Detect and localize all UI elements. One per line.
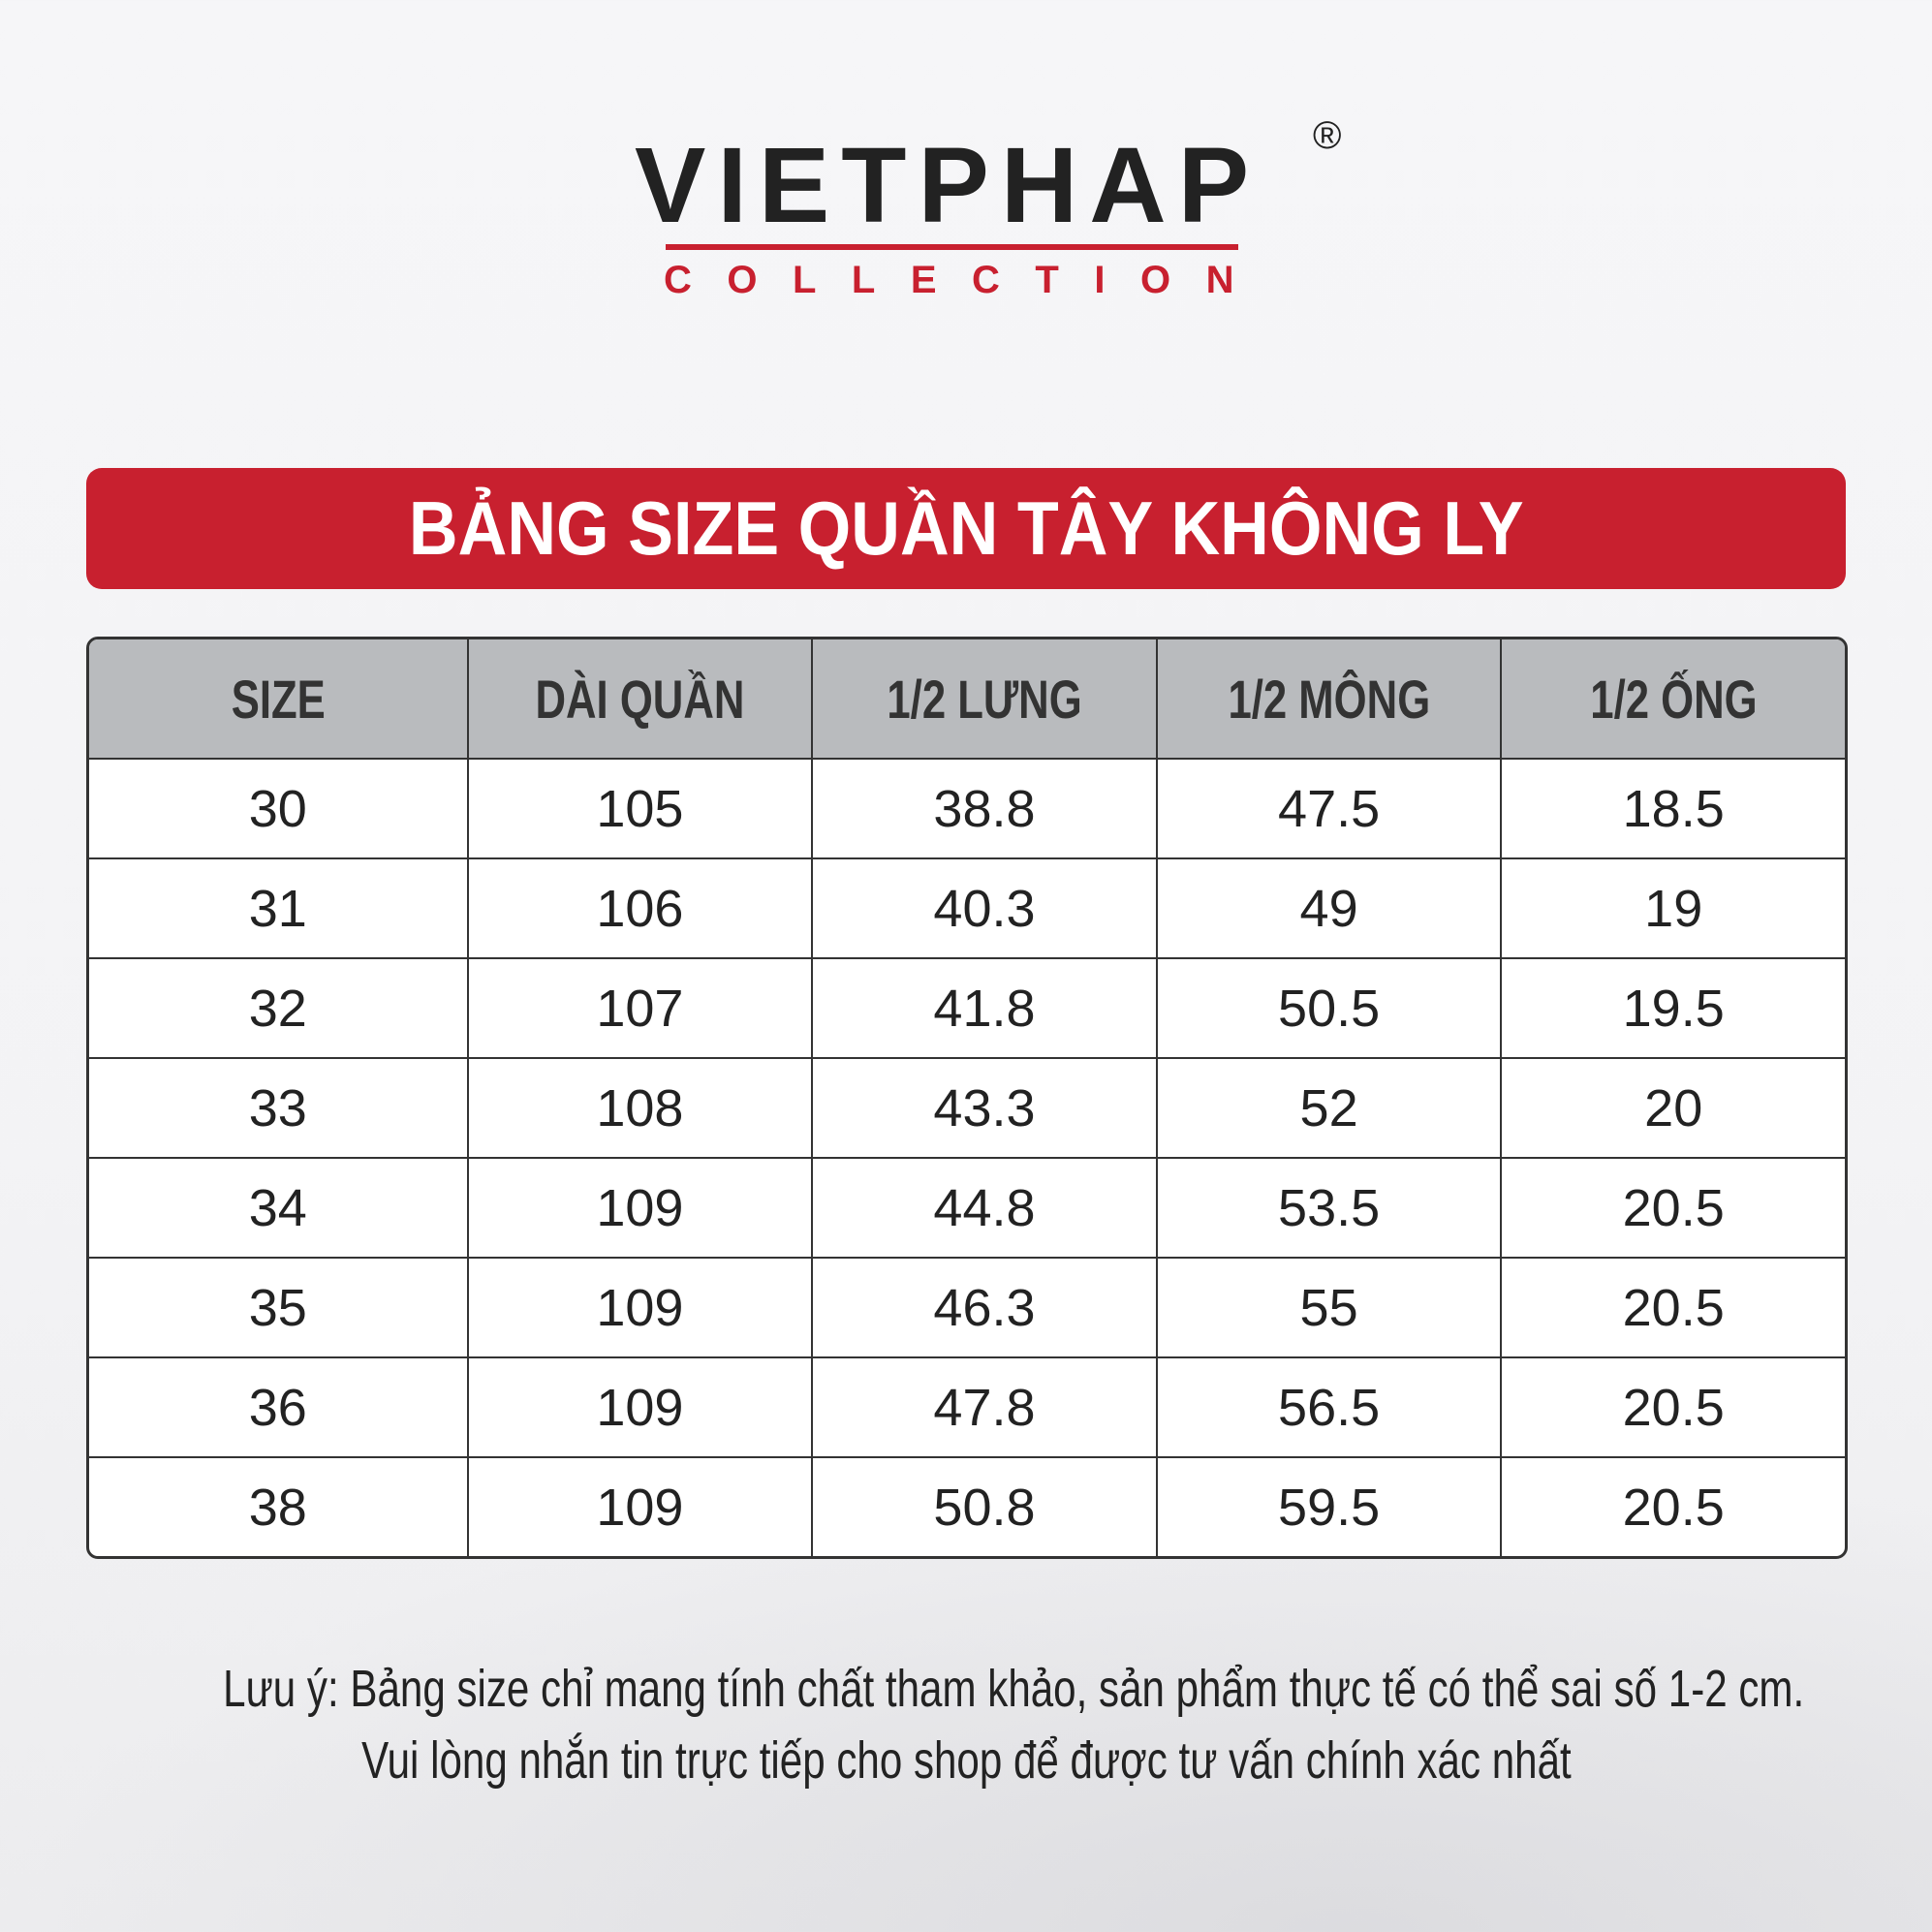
title-banner: BẢNG SIZE QUẦN TÂY KHÔNG LY (86, 468, 1846, 589)
table-row: 30 105 38.8 47.5 18.5 (89, 758, 1845, 857)
table-row: 36 109 47.8 56.5 20.5 (89, 1356, 1845, 1456)
table-row: 33 108 43.3 52 20 (89, 1057, 1845, 1157)
table-cell: 20.5 (1500, 1358, 1845, 1456)
table-cell: 109 (466, 1358, 812, 1456)
table-cell: 20.5 (1500, 1458, 1845, 1556)
table-cell: 106 (466, 859, 812, 957)
table-cell: 47.8 (811, 1358, 1156, 1456)
column-header: DÀI QUẦN (466, 639, 812, 758)
table-cell: 47.5 (1155, 760, 1501, 857)
logo-wordmark: VIETPHAP (635, 126, 1262, 245)
table-cell: 40.3 (811, 859, 1156, 957)
table-row: 35 109 46.3 55 20.5 (89, 1257, 1845, 1356)
table-cell: 32 (248, 979, 307, 1038)
table-cell: 56.5 (1155, 1358, 1501, 1456)
logo-subtitle: COLLECTION (664, 259, 1269, 301)
table-cell: 55 (1155, 1259, 1501, 1356)
table-cell: 108 (466, 1059, 812, 1157)
logo-divider (666, 244, 1238, 250)
table-cell: 105 (466, 760, 812, 857)
column-header: 1/2 LƯNG (811, 639, 1156, 758)
table-cell: 107 (466, 959, 812, 1057)
column-header: SIZE (231, 668, 326, 730)
page-title: BẢNG SIZE QUẦN TÂY KHÔNG LY (408, 485, 1524, 571)
table-cell: 19.5 (1500, 959, 1845, 1057)
table-cell: 35 (248, 1278, 307, 1337)
table-row: 34 109 44.8 53.5 20.5 (89, 1157, 1845, 1257)
table-row: 38 109 50.8 59.5 20.5 (89, 1456, 1845, 1556)
size-table: SIZE DÀI QUẦN 1/2 LƯNG 1/2 MÔNG 1/2 ỐNG 30 10… (86, 637, 1848, 1559)
table-cell: 49 (1155, 859, 1501, 957)
table-cell: 20.5 (1500, 1159, 1845, 1257)
table-cell: 18.5 (1500, 760, 1845, 857)
table-cell: 50.8 (811, 1458, 1156, 1556)
table-cell: 46.3 (811, 1259, 1156, 1356)
table-cell: 109 (466, 1159, 812, 1257)
note-line-1: Lưu ý: Bảng size chỉ mang tính chất tham… (223, 1660, 1805, 1718)
table-header-row: SIZE DÀI QUẦN 1/2 LƯNG 1/2 MÔNG 1/2 ỐNG (89, 639, 1845, 758)
table-cell: 20.5 (1500, 1259, 1845, 1356)
table-row: 32 107 41.8 50.5 19.5 (89, 957, 1845, 1057)
table-cell: 36 (248, 1378, 307, 1437)
table-cell: 20 (1500, 1059, 1845, 1157)
table-cell: 59.5 (1155, 1458, 1501, 1556)
table-cell: 44.8 (811, 1159, 1156, 1257)
table-cell: 33 (248, 1078, 307, 1137)
note-line-2: Vui lòng nhắn tin trực tiếp cho shop để … (360, 1731, 1572, 1790)
table-cell: 38 (248, 1478, 307, 1537)
table-cell: 34 (248, 1178, 307, 1237)
table-cell: 50.5 (1155, 959, 1501, 1057)
table-cell: 52 (1155, 1059, 1501, 1157)
table-cell: 109 (466, 1259, 812, 1356)
table-cell: 19 (1500, 859, 1845, 957)
table-cell: 30 (248, 779, 307, 838)
table-cell: 53.5 (1155, 1159, 1501, 1257)
brand-logo: VIETPHAP ® COLLECTION (635, 114, 1352, 310)
table-cell: 31 (248, 879, 307, 938)
column-header: 1/2 ỐNG (1500, 639, 1845, 758)
table-cell: 41.8 (811, 959, 1156, 1057)
column-header: 1/2 MÔNG (1155, 639, 1501, 758)
registered-mark: ® (1313, 114, 1342, 157)
table-row: 31 106 40.3 49 19 (89, 857, 1845, 957)
table-cell: 43.3 (811, 1059, 1156, 1157)
table-cell: 109 (466, 1458, 812, 1556)
table-cell: 38.8 (811, 760, 1156, 857)
